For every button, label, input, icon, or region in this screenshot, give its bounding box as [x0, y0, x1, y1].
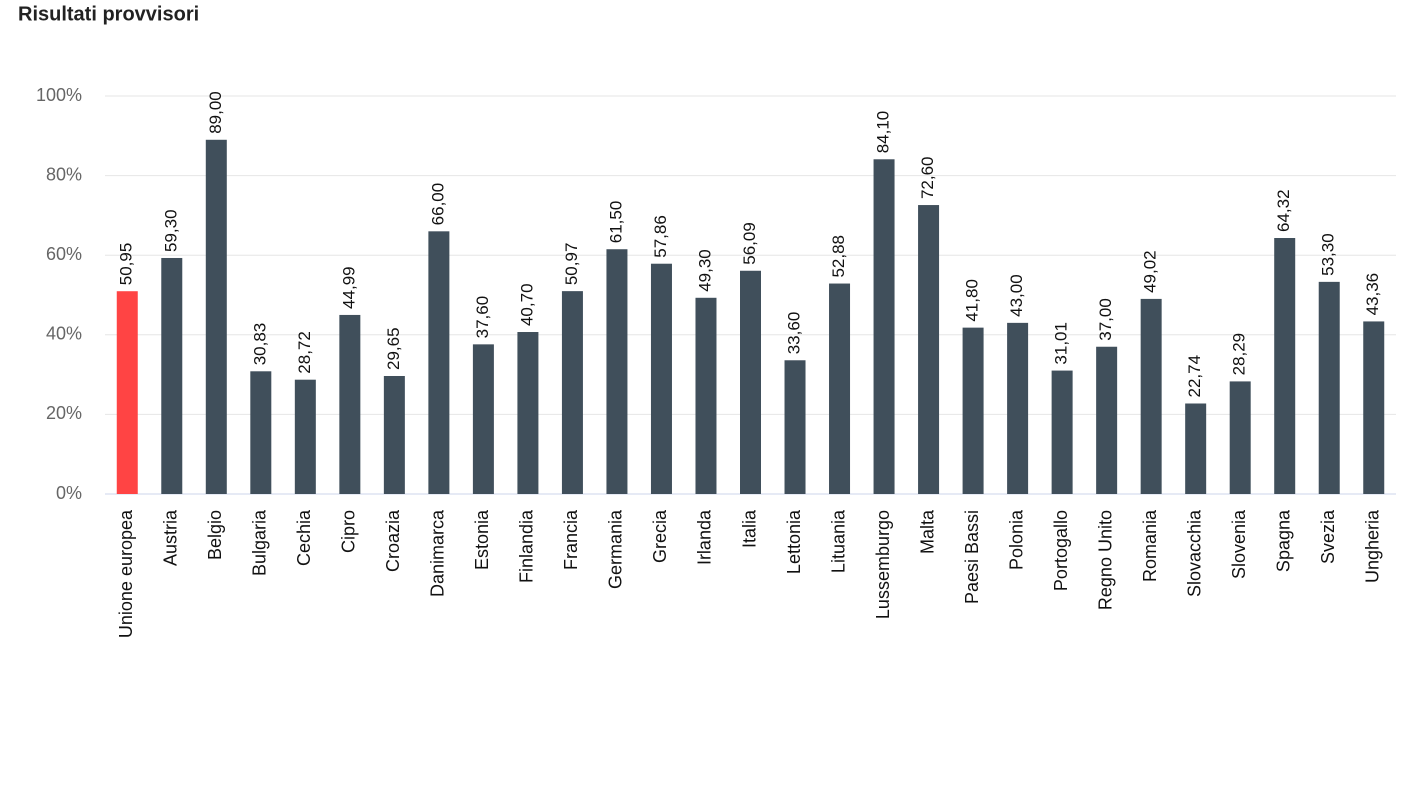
y-tick-label: 40%: [46, 324, 82, 344]
chart-title: Risultati provvisori: [18, 3, 199, 25]
x-tick-label: Austria: [161, 509, 181, 566]
x-tick-label: Estonia: [472, 509, 492, 570]
x-tick-label: Cipro: [339, 510, 359, 553]
x-tick-label: Slovacchia: [1184, 509, 1204, 597]
value-label: 43,36: [1363, 273, 1382, 316]
y-tick-label: 0%: [56, 483, 82, 503]
bar: [695, 297, 717, 494]
bar: [472, 344, 494, 494]
bar: [1229, 381, 1251, 494]
bar: [1051, 370, 1073, 494]
y-tick-label: 20%: [46, 403, 82, 423]
x-tick-label: Portogallo: [1051, 510, 1071, 591]
value-label: 56,09: [740, 222, 759, 265]
x-tick-label: Grecia: [650, 509, 670, 563]
x-tick-label: Lituania: [828, 509, 848, 573]
x-tick-label: Belgio: [205, 510, 225, 560]
value-label: 50,97: [562, 243, 581, 286]
x-tick-label: Polonia: [1006, 509, 1026, 570]
bar: [784, 360, 806, 494]
value-label: 57,86: [651, 215, 670, 258]
value-label: 50,95: [117, 243, 136, 286]
x-tick-label: Svezia: [1318, 509, 1338, 564]
value-label: 41,80: [963, 279, 982, 322]
bar: [829, 283, 851, 494]
bar: [1007, 322, 1029, 494]
x-tick-label: Finlandia: [517, 509, 537, 583]
value-label: 31,01: [1052, 322, 1071, 365]
bar: [1274, 238, 1296, 494]
bar: [740, 270, 761, 494]
value-label: 29,65: [384, 327, 403, 370]
x-tick-label: Romania: [1140, 509, 1160, 582]
value-label: 40,70: [517, 283, 536, 326]
value-label: 30,83: [250, 323, 269, 366]
bar: [205, 139, 227, 494]
bar: [294, 379, 316, 494]
value-label: 89,00: [206, 91, 225, 134]
y-tick-label: 60%: [46, 244, 82, 264]
value-label: 37,00: [1096, 298, 1115, 341]
x-tick-label: Cechia: [294, 509, 314, 566]
bar: [161, 257, 183, 494]
bar: [606, 249, 628, 494]
x-tick-label: Paesi Bassi: [962, 510, 982, 604]
value-label: 37,60: [473, 296, 492, 339]
x-tick-label: Slovenia: [1229, 509, 1249, 579]
x-tick-label: Bulgaria: [250, 509, 270, 576]
value-label: 43,00: [1007, 274, 1026, 317]
x-tick-label: Danimarca: [428, 509, 448, 597]
bar: [962, 327, 984, 494]
value-label: 66,00: [428, 183, 447, 226]
bar: [650, 263, 672, 494]
value-label: 49,30: [695, 249, 714, 292]
bar: [428, 231, 450, 494]
x-tick-label: Regno Unito: [1095, 510, 1115, 610]
y-tick-label: 100%: [36, 85, 82, 105]
x-tick-label: Italia: [739, 509, 759, 548]
value-label: 22,74: [1185, 355, 1204, 398]
x-tick-label: Lettonia: [784, 509, 804, 574]
bar: [383, 375, 405, 494]
x-tick-label: Spagna: [1273, 509, 1293, 572]
value-label: 33,60: [785, 312, 804, 355]
x-tick-label: Francia: [561, 509, 581, 570]
x-tick-label: Croazia: [383, 509, 403, 572]
x-tick-label: Unione europea: [116, 509, 136, 638]
value-label: 52,88: [829, 235, 848, 278]
bar: [250, 371, 272, 494]
value-label: 72,60: [918, 157, 937, 200]
bar: [918, 205, 940, 494]
x-tick-label: Malta: [917, 509, 937, 554]
value-label: 53,30: [1319, 233, 1338, 276]
value-label: 61,50: [606, 201, 625, 244]
x-tick-label: Ungheria: [1362, 509, 1382, 583]
bar: [1140, 298, 1162, 494]
bar: [1318, 281, 1340, 494]
y-tick-label: 80%: [46, 164, 82, 184]
x-tick-label: Irlanda: [695, 509, 715, 565]
bar: [339, 314, 361, 494]
value-label: 64,32: [1274, 189, 1293, 232]
value-label: 84,10: [874, 111, 893, 154]
bar: [873, 159, 895, 495]
bar: [1363, 321, 1385, 494]
bar: [561, 291, 583, 494]
value-label: 59,30: [161, 209, 180, 252]
x-tick-label: Lussemburgo: [873, 510, 893, 619]
value-label: 49,02: [1141, 250, 1160, 293]
x-tick-label: Germania: [606, 509, 626, 589]
bar: [116, 291, 138, 494]
value-label: 28,29: [1230, 333, 1249, 376]
value-label: 44,99: [339, 266, 358, 309]
value-label: 28,72: [295, 331, 314, 374]
bar: [1096, 346, 1118, 494]
bar: [517, 332, 539, 494]
bar: [1185, 403, 1207, 494]
